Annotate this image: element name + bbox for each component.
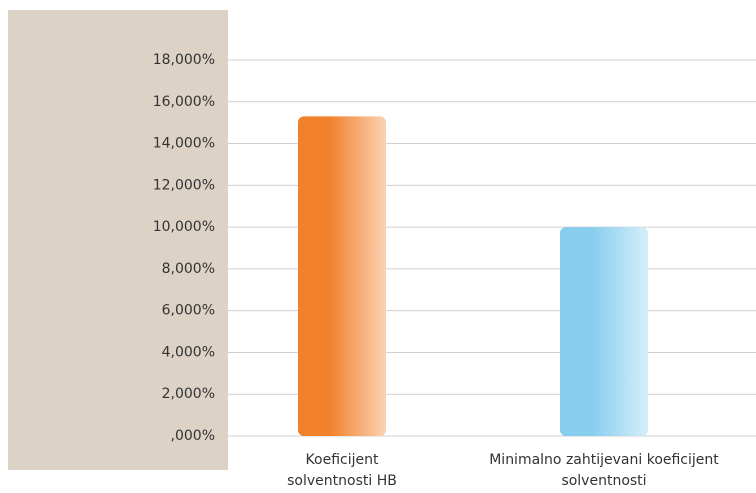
y-tick-label: 14,000% [153, 136, 215, 152]
y-tick-label: 8,000% [162, 261, 215, 277]
y-tick-label: 6,000% [162, 303, 215, 319]
x-tick-label: Minimalno zahtijevani koeficijent solven… [489, 452, 719, 489]
y-tick-label: 12,000% [153, 177, 215, 193]
y-tick-label: 4,000% [162, 344, 215, 360]
y-tick-label: 16,000% [153, 94, 215, 110]
bar [560, 227, 648, 436]
y-tick-label: ,000% [171, 428, 215, 444]
y-tick-label: 2,000% [162, 386, 215, 402]
x-tick-label: Koeficijent solventnosti HB [287, 452, 397, 489]
y-tick-label: 10,000% [153, 219, 215, 235]
axis-panel [8, 10, 228, 470]
bar [298, 116, 386, 437]
y-tick-label: 18,000% [153, 52, 215, 68]
